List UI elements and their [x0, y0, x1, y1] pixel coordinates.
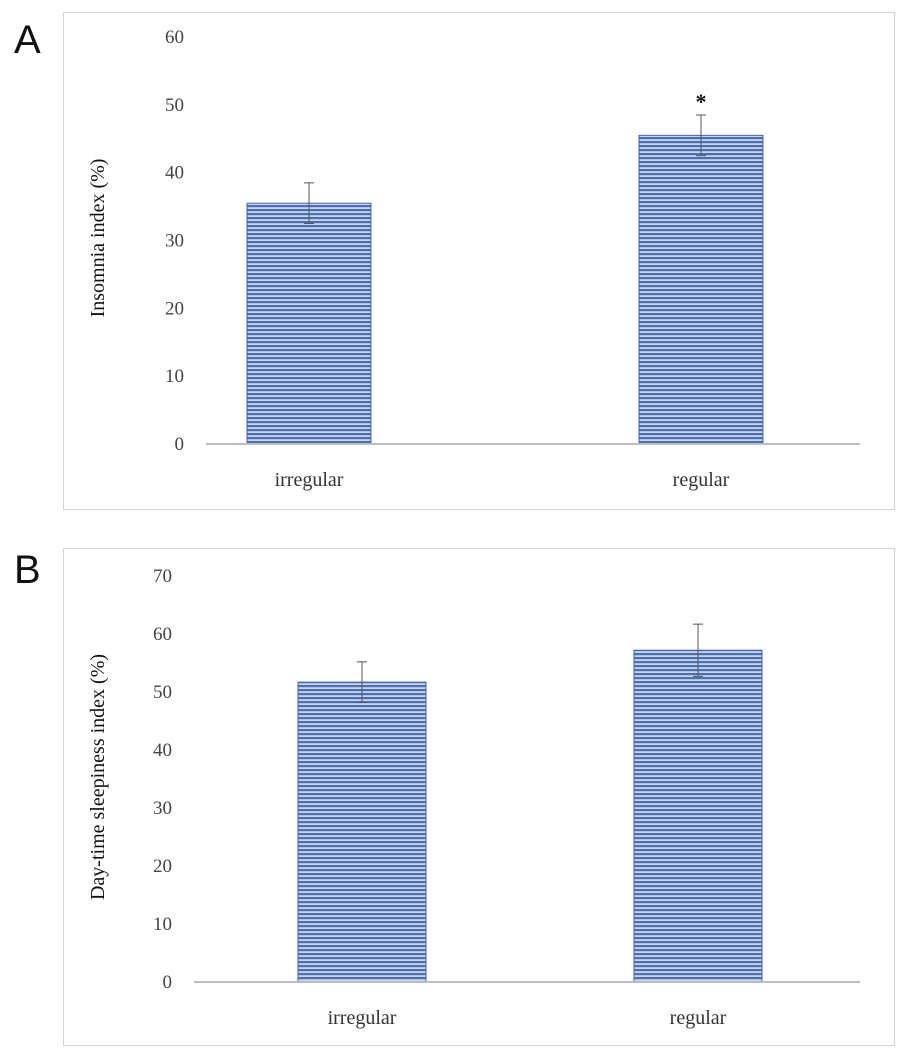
bar-regular — [638, 134, 764, 445]
panel-letter-a: A — [14, 18, 41, 62]
y-tick-label: 0 — [163, 972, 173, 993]
y-tick-label: 50 — [165, 95, 184, 116]
error-bar-irregular — [357, 661, 367, 703]
panel-letter-b: B — [14, 548, 41, 592]
chart-panel-b: 0 10 20 30 40 50 60 70 Day-time sleepiness index… — [63, 548, 895, 1046]
y-tick-label: 70 — [153, 566, 172, 587]
category-label-regular: regular — [673, 469, 730, 491]
y-tick-label: 0 — [175, 434, 185, 455]
y-tick-label: 40 — [165, 163, 184, 184]
y-tick-label: 30 — [153, 798, 172, 819]
error-bar-irregular — [304, 182, 314, 225]
y-tick-label: 50 — [153, 682, 172, 703]
sleepiness-chart: 0 10 20 30 40 50 60 70 Day-time sleepiness index… — [87, 566, 860, 1029]
y-tick-label: 30 — [165, 231, 184, 252]
y-tick-label: 60 — [165, 27, 184, 48]
category-label-regular: regular — [670, 1007, 727, 1029]
y-tick-label: 60 — [153, 624, 172, 645]
error-bar-regular — [693, 623, 703, 677]
y-tick-label: 40 — [153, 740, 172, 761]
category-label-irregular: irregular — [275, 469, 344, 491]
y-tick-label: 20 — [153, 856, 172, 877]
category-label-irregular: irregular — [328, 1007, 397, 1029]
error-bar-regular — [696, 114, 706, 157]
insomnia-chart: 0 10 20 30 40 50 60 Insomnia index (%) irregular… — [87, 27, 860, 491]
bar-regular — [633, 649, 763, 983]
y-axis-label: Day-time sleepiness index (%) — [87, 654, 109, 900]
y-tick-label: 10 — [153, 914, 172, 935]
significance-marker: * — [696, 89, 707, 114]
y-tick-label: 20 — [165, 298, 184, 319]
bar-irregular — [297, 681, 427, 983]
y-tick-label: 10 — [165, 366, 184, 387]
bar-irregular — [246, 202, 372, 445]
chart-panel-a: 0 10 20 30 40 50 60 Insomnia index (%) irregular… — [63, 12, 895, 510]
y-axis-label: Insomnia index (%) — [87, 159, 109, 318]
